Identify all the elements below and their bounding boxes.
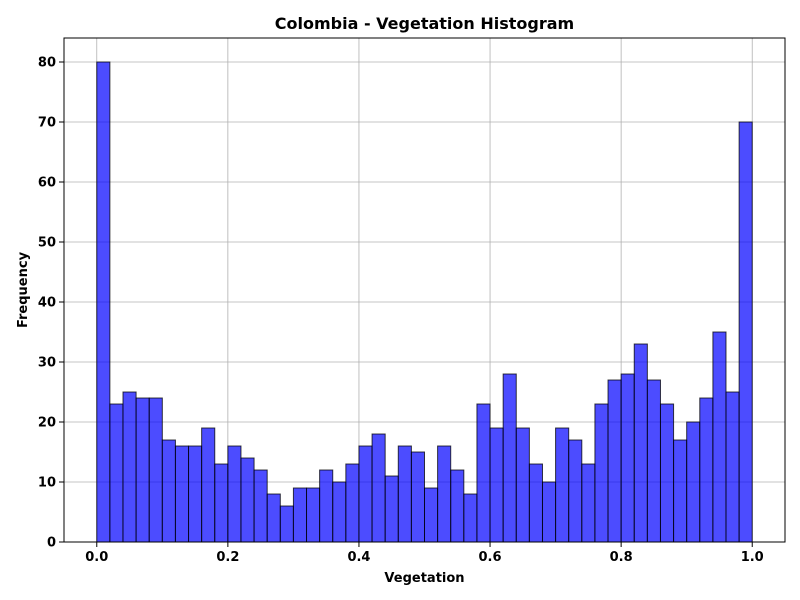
- histogram-bar: [620, 373, 635, 543]
- axis-ticks: 0.0 0.2 0.4 0.6 0.8 1.0 0 10 20 30 40 50 60 70 80: [38, 56, 764, 566]
- histogram-bar: [502, 373, 517, 543]
- histogram-bar: [515, 427, 530, 543]
- x-tick-label: 0.2: [216, 550, 239, 565]
- histogram-bar: [240, 457, 255, 543]
- histogram-bar: [424, 487, 439, 543]
- y-tick-label: 60: [38, 176, 56, 191]
- histogram-bar: [646, 379, 661, 543]
- x-tick-label: 1.0: [741, 550, 764, 565]
- histogram-bar: [279, 505, 294, 543]
- histogram-bar: [607, 379, 622, 543]
- histogram-bar: [306, 487, 321, 543]
- chart-title: Colombia - Vegetation Histogram: [275, 14, 574, 33]
- histogram-bar: [174, 445, 190, 543]
- histogram-bar: [673, 439, 688, 543]
- y-tick-label: 20: [38, 416, 56, 431]
- histogram-bar: [476, 403, 491, 543]
- histogram-bar: [96, 61, 111, 543]
- histogram-bar: [188, 445, 203, 543]
- histogram-bar: [686, 421, 701, 543]
- histogram-bar: [555, 427, 570, 543]
- histogram-bar: [541, 481, 557, 543]
- plot-frame: [63, 37, 786, 543]
- histogram-bar: [659, 403, 675, 543]
- y-tick-label: 40: [38, 296, 56, 311]
- histogram-bar: [358, 445, 373, 543]
- histogram-bar: [489, 427, 504, 543]
- histogram-bar: [581, 463, 596, 543]
- histogram-bar: [227, 445, 242, 543]
- histogram-bar: [633, 343, 648, 543]
- histogram-bar: [450, 469, 465, 543]
- histogram-bar: [725, 391, 740, 543]
- histogram-bar: [463, 493, 478, 543]
- y-tick-label: 10: [38, 476, 56, 491]
- y-tick-label: 50: [38, 236, 56, 251]
- histogram-bar: [437, 445, 452, 543]
- histogram-bar: [148, 397, 163, 543]
- histogram-bar: [712, 331, 727, 543]
- histogram-bar: [410, 451, 425, 543]
- histogram-bar: [319, 469, 334, 543]
- y-tick-label: 30: [38, 356, 56, 371]
- x-tick-label: 0.4: [347, 550, 370, 565]
- histogram-bar: [371, 433, 386, 543]
- histogram-bar: [214, 463, 229, 543]
- histogram-bar: [253, 469, 268, 543]
- histogram-bar: [109, 403, 124, 543]
- histogram-bar: [266, 493, 281, 543]
- y-tick-label: 80: [38, 56, 56, 71]
- histogram-bar: [594, 403, 609, 543]
- histogram-bar: [122, 391, 137, 543]
- x-axis-label: Vegetation: [384, 571, 464, 586]
- y-tick-label: 70: [38, 116, 56, 131]
- y-tick-label: 0: [47, 536, 56, 551]
- histogram-bar: [568, 439, 583, 543]
- histogram-bar: [332, 481, 347, 543]
- histogram-bar: [292, 487, 308, 543]
- histogram-bar: [528, 463, 543, 543]
- histogram-bar: [397, 445, 412, 543]
- x-tick-label: 0.0: [85, 550, 108, 565]
- histogram-bar: [345, 463, 360, 543]
- histogram-bar: [384, 475, 399, 543]
- histogram-bar: [135, 397, 150, 543]
- histogram-bar: [201, 427, 216, 543]
- y-axis-label: Frequency: [16, 251, 31, 328]
- histogram-bar: [699, 397, 714, 543]
- x-tick-label: 0.6: [479, 550, 502, 565]
- histogram-bar: [161, 439, 176, 543]
- histogram-bar: [738, 121, 753, 543]
- x-tick-label: 0.8: [610, 550, 633, 565]
